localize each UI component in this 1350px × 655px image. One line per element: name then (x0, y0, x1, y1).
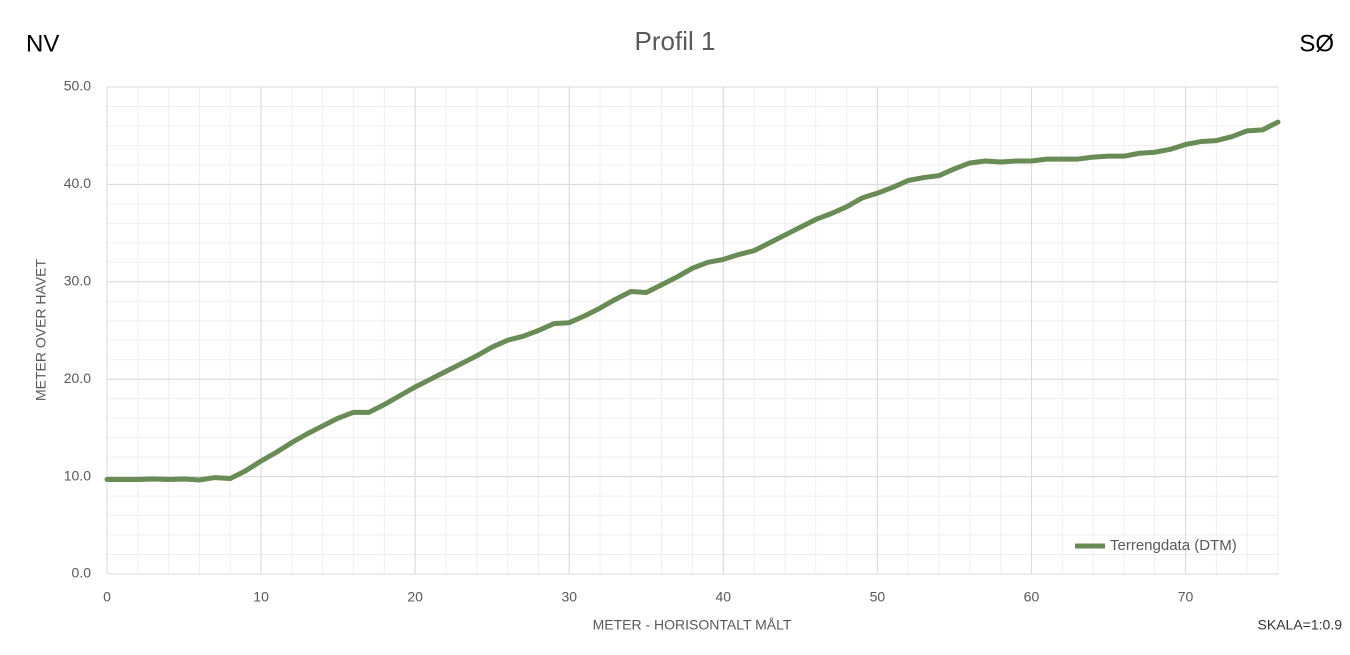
y-tick-label: 30.0 (64, 273, 91, 289)
y-tick-label: 10.0 (64, 467, 91, 483)
y-tick-label: 0.0 (72, 565, 92, 581)
corner-left: NV (26, 30, 59, 57)
x-tick-label: 40 (716, 589, 732, 605)
y-axis-label: METER OVER HAVET (33, 259, 49, 402)
legend-label: Terrengdata (DTM) (1110, 537, 1237, 554)
x-tick-label: 70 (1178, 589, 1194, 605)
x-tick-label: 50 (870, 589, 886, 605)
chart-title: Profil 1 (635, 26, 716, 56)
x-axis-label: METER - HORISONTALT MÅLT (593, 617, 792, 633)
x-tick-label: 60 (1024, 589, 1040, 605)
y-tick-label: 50.0 (64, 78, 91, 94)
scale-note: SKALA=1:0.9 (1258, 617, 1343, 633)
series-line (104, 119, 1281, 483)
x-tick-label: 30 (561, 589, 577, 605)
x-tick-label: 10 (253, 589, 269, 605)
x-tick-label: 0 (103, 589, 111, 605)
x-tick-label: 20 (407, 589, 423, 605)
y-tick-label: 20.0 (64, 370, 91, 386)
y-tick-label: 40.0 (64, 175, 91, 191)
corner-right: SØ (1299, 30, 1334, 57)
